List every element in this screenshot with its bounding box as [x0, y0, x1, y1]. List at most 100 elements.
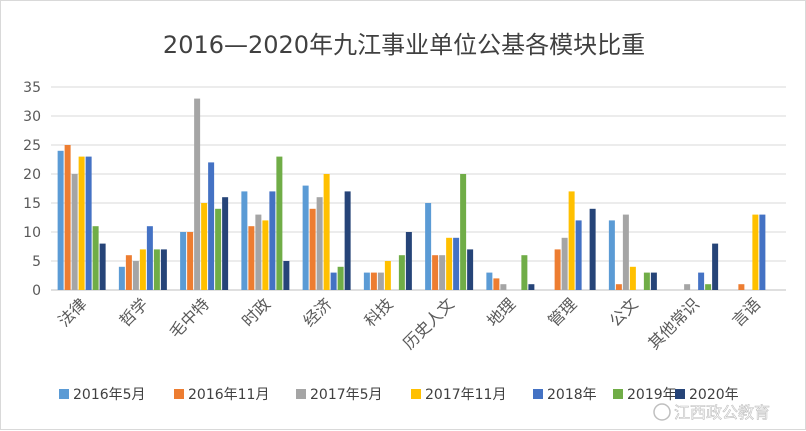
bar — [302, 185, 309, 290]
y-tick-label: 20 — [23, 167, 41, 183]
bar — [309, 208, 316, 290]
legend-swatch — [174, 389, 184, 399]
legend-label: 2020年 — [689, 387, 739, 403]
bar — [738, 284, 745, 290]
bar — [78, 156, 85, 290]
bar — [344, 191, 351, 290]
legend-label: 2019年 — [627, 387, 677, 403]
bar — [118, 266, 125, 290]
bar — [439, 255, 446, 290]
bar — [201, 203, 208, 290]
bar — [316, 197, 323, 290]
bar — [615, 284, 622, 290]
y-tick-label: 5 — [32, 254, 41, 270]
bar — [622, 214, 629, 290]
bar — [276, 156, 283, 290]
legend-label: 2017年11月 — [425, 387, 506, 403]
bar — [255, 214, 262, 290]
bar — [57, 150, 64, 290]
legend-label: 2018年 — [547, 387, 597, 403]
legend-swatch — [533, 389, 543, 399]
bar — [71, 174, 78, 290]
bar — [99, 243, 106, 290]
bar — [384, 261, 391, 290]
bar — [85, 156, 92, 290]
bar — [528, 284, 535, 290]
bar — [146, 226, 153, 290]
y-tick-label: 25 — [23, 138, 41, 154]
category-label: 时政 — [238, 294, 274, 330]
bar — [568, 191, 575, 290]
bar — [752, 214, 759, 290]
watermark: 江西政公教育 — [674, 403, 770, 422]
bar — [153, 249, 160, 290]
bar — [712, 243, 719, 290]
bar — [460, 174, 467, 290]
category-label: 地理 — [483, 294, 519, 330]
bar — [187, 232, 194, 290]
category-label: 公文 — [606, 294, 642, 330]
category-label: 其他常识 — [644, 294, 703, 353]
legend-swatch — [675, 389, 685, 399]
bar — [283, 261, 290, 290]
category-label: 言语 — [728, 294, 764, 330]
bar — [180, 232, 187, 290]
category-label: 历史人文 — [399, 294, 458, 353]
bar — [554, 249, 561, 290]
bar — [432, 255, 439, 290]
bar — [698, 272, 705, 290]
bar — [643, 272, 650, 290]
bar — [398, 255, 405, 290]
bar — [486, 272, 493, 290]
bar — [589, 208, 596, 290]
bar — [323, 174, 330, 290]
legend-swatch — [296, 389, 306, 399]
y-tick-label: 15 — [23, 196, 41, 212]
legend-label: 2016年5月 — [73, 387, 146, 403]
weibo-icon — [653, 403, 671, 421]
bar — [194, 98, 201, 290]
y-tick-label: 35 — [23, 80, 41, 96]
bar — [377, 272, 384, 290]
bar — [139, 249, 146, 290]
bar — [337, 266, 344, 290]
bar — [493, 278, 500, 290]
bar — [370, 272, 377, 290]
category-label: 经济 — [299, 294, 335, 330]
bar — [269, 191, 276, 290]
bar — [330, 272, 337, 290]
legend-swatch — [59, 389, 69, 399]
bar — [405, 232, 412, 290]
bar — [575, 220, 582, 290]
bar — [446, 237, 453, 290]
bar — [64, 145, 71, 290]
bar — [759, 214, 766, 290]
bar — [705, 284, 712, 290]
bar — [215, 208, 222, 290]
category-label: 法律 — [54, 294, 90, 330]
bar — [521, 255, 528, 290]
bar — [208, 162, 215, 290]
bar — [500, 284, 507, 290]
bar — [561, 237, 568, 290]
bar — [262, 220, 269, 290]
category-label: 管理 — [544, 294, 580, 330]
bar — [125, 255, 132, 290]
bar — [608, 220, 615, 290]
bar — [453, 237, 460, 290]
bar — [363, 272, 370, 290]
legend-label: 2016年11月 — [188, 387, 269, 403]
bar — [467, 249, 474, 290]
y-tick-label: 0 — [32, 283, 41, 299]
bar — [248, 226, 255, 290]
bar — [425, 203, 432, 290]
bar — [132, 261, 139, 290]
bar — [684, 284, 691, 290]
bar — [222, 197, 229, 290]
category-label: 哲学 — [116, 294, 152, 330]
category-label: 科技 — [361, 294, 397, 330]
bar — [160, 249, 167, 290]
bar — [650, 272, 657, 290]
